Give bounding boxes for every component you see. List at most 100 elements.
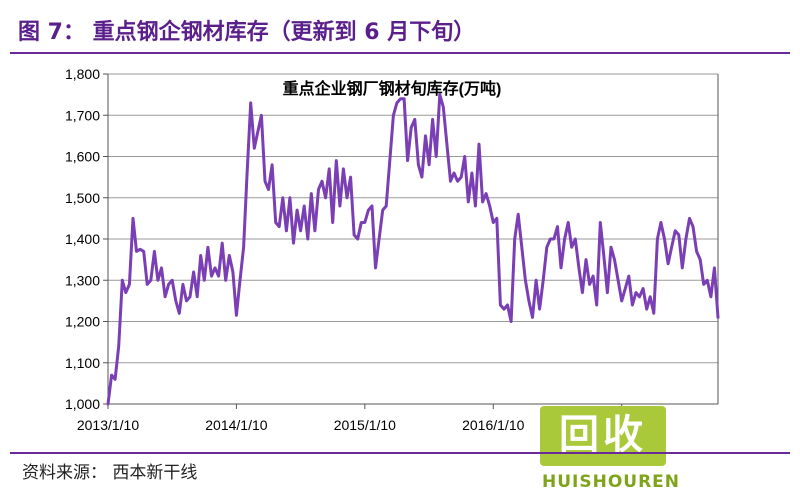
data-point [638,296,640,298]
data-point [135,250,137,252]
data-point [221,242,223,244]
data-point [474,205,476,207]
data-point [670,246,672,248]
data-point [485,192,487,194]
x-tick-label: 2013/1/10 [77,417,139,433]
y-tick-label: 1,000 [65,396,100,412]
data-point [706,279,708,281]
data-point [121,279,123,281]
data-point [488,205,490,207]
data-point [571,246,573,248]
data-point [125,291,127,293]
data-point [339,205,341,207]
data-point [267,188,269,190]
data-point [528,300,530,302]
chart-title: 重点企业钢厂钢材旬库存(万吨) [283,79,502,98]
data-point [349,176,351,178]
data-point [717,316,719,318]
data-point [317,188,319,190]
data-point [246,172,248,174]
data-point [232,271,234,273]
data-point [321,180,323,182]
data-point [531,316,533,318]
data-point [603,254,605,256]
data-point [389,159,391,161]
data-point [285,230,287,232]
data-point [585,258,587,260]
data-point [360,221,362,223]
data-point [546,246,548,248]
data-point [695,250,697,252]
data-point [599,221,601,223]
data-point [374,267,376,269]
data-point [175,300,177,302]
data-point [481,201,483,203]
data-point [324,197,326,199]
data-point [506,304,508,306]
data-point [128,283,130,285]
data-point [578,267,580,269]
gridlines [108,73,718,364]
data-point [492,221,494,223]
data-point [631,304,633,306]
data-point [242,246,244,248]
data-point [239,279,241,281]
y-tick-label: 1,700 [65,107,100,123]
data-point [574,238,576,240]
data-point [289,197,291,199]
data-point [118,345,120,347]
data-point [645,308,647,310]
y-tick-label: 1,100 [65,355,100,371]
data-point [153,250,155,252]
data-point [513,238,515,240]
data-point [192,271,194,273]
data-point [207,246,209,248]
logo-subtext: HUISHOUREN [542,472,681,492]
data-point [674,230,676,232]
y-tick-label: 1,400 [65,231,100,247]
data-point [464,155,466,157]
data-point [699,258,701,260]
data-point [678,234,680,236]
data-point [592,275,594,277]
data-point [142,250,144,252]
data-point [503,308,505,310]
y-tick-label: 1,300 [65,272,100,288]
data-point [417,164,419,166]
data-point [367,209,369,211]
data-point [335,159,337,161]
data-point [617,279,619,281]
data-point [371,205,373,207]
data-point [653,312,655,314]
data-point [385,205,387,207]
data-point [403,98,405,100]
data-point [228,254,230,256]
data-point [332,221,334,223]
data-point [414,118,416,120]
data-point [299,230,301,232]
data-point [560,267,562,269]
data-point [667,263,669,265]
data-point [660,221,662,223]
data-point [225,279,227,281]
source-rule [10,452,790,454]
y-tick-label: 1,200 [65,314,100,330]
data-point [203,279,205,281]
data-point [460,176,462,178]
data-point [396,102,398,104]
data-point [353,234,355,236]
data-point [499,304,501,306]
figure-title: 图 7： 重点钢企钢材库存（更新到 6 月下旬） [18,20,476,45]
data-point [278,225,280,227]
data-point [610,246,612,248]
data-point [588,283,590,285]
data-point [467,201,469,203]
data-point [613,258,615,260]
data-point [114,378,116,380]
data-point [456,180,458,182]
data-point [424,135,426,137]
data-point [563,238,565,240]
data-point [307,238,309,240]
data-point [139,248,141,250]
data-point [449,180,451,182]
